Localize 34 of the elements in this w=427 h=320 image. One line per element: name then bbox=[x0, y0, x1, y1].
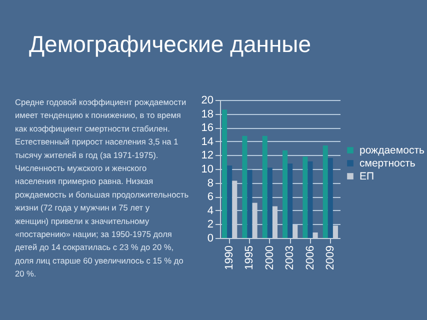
legend-label: смертность bbox=[360, 157, 416, 170]
bar bbox=[302, 156, 308, 238]
bar bbox=[222, 110, 228, 238]
text: Средне годовой коэффициент рождаемости имеет тенденцию к понижению, в то время как коэффициент смертности стабилен. Естественный прирост населения 3,5 на 1 тысячу жителей в год (за 1971-1975). Численность мужского и женского населения примерно равна. Низкая рождаемость и большая продолжительность жизни (72 года у мужчин и 75 лет у женщин) привели к значительному «постарению» нации; за 1950-1975 доля детей до 14 сократилась с 23 % до 20 %, доля лиц старше 60 увеличилось с 15 % до 20 %. bbox=[15, 97, 189, 279]
y-tick-label: 6 bbox=[207, 191, 214, 204]
bar bbox=[322, 146, 328, 238]
y-tick-label: 20 bbox=[201, 94, 214, 106]
bar bbox=[247, 170, 252, 238]
x-tick-label: 2000 bbox=[264, 246, 276, 270]
bar bbox=[288, 163, 293, 238]
y-tick-label: 10 bbox=[201, 164, 214, 176]
y-tick-label: 2 bbox=[207, 218, 214, 231]
y-tick-label: 0 bbox=[207, 232, 214, 244]
bar bbox=[267, 168, 272, 238]
y-tick-label: 4 bbox=[207, 204, 214, 217]
bar bbox=[262, 136, 268, 238]
legend-label: ЕП bbox=[360, 170, 374, 182]
x-tick-label: 2006 bbox=[304, 246, 316, 270]
bar bbox=[308, 161, 313, 238]
x-tick-label: 1990 bbox=[224, 246, 236, 270]
y-tick-label: 18 bbox=[201, 108, 214, 120]
bar bbox=[328, 158, 333, 238]
chart-title: Демографические данные bbox=[28, 31, 312, 57]
y-tick-label: 12 bbox=[201, 150, 214, 162]
y-tick-label: 8 bbox=[207, 177, 214, 190]
x-tick-label: 2009 bbox=[324, 246, 336, 270]
x-tick-label: 2003 bbox=[284, 246, 296, 270]
bar bbox=[282, 150, 288, 238]
y-tick-label: 14 bbox=[201, 136, 214, 148]
bar bbox=[242, 136, 248, 238]
x-tick-label: 1995 bbox=[244, 246, 256, 270]
y-tick-label: 16 bbox=[201, 122, 214, 134]
bar bbox=[227, 166, 232, 238]
legend-label: рождаемость bbox=[360, 144, 426, 156]
